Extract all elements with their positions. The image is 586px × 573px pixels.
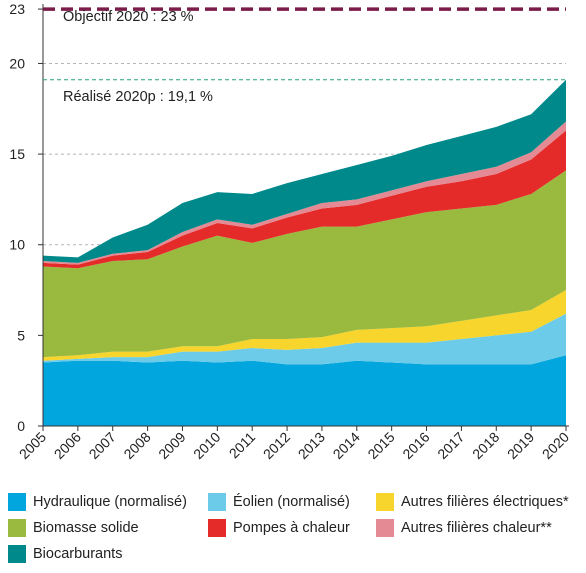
legend-item: Biomasse solide <box>8 519 139 537</box>
area-autres-fili-res-lectriques <box>43 290 566 361</box>
x-tick-label: 2020 <box>539 429 572 462</box>
x-tick-label: 2016 <box>399 429 432 462</box>
legend-label: Biomasse solide <box>33 520 139 536</box>
x-tick-label: 2013 <box>295 429 328 462</box>
x-tick-label: 2019 <box>504 429 537 462</box>
y-tick-label: 0 <box>17 418 25 434</box>
legend-item: Biocarburants <box>8 545 122 563</box>
y-tick-label: 5 <box>17 327 25 343</box>
legend-label: Éolien (normalisé) <box>233 494 350 510</box>
y-tick-label: 15 <box>9 146 25 162</box>
x-tick-label: 2018 <box>469 429 502 462</box>
legend-swatch <box>208 493 226 511</box>
area-pompes-chaleur <box>43 130 566 269</box>
legend-swatch <box>208 519 226 537</box>
x-tick-label: 2008 <box>120 429 153 462</box>
legend-label: Pompes à chaleur <box>233 520 350 536</box>
legend-item: Autres filières chaleur** <box>376 519 552 537</box>
legend-swatch <box>8 545 26 563</box>
x-tick-label: 2017 <box>434 429 467 462</box>
y-tick-label: 20 <box>9 55 25 71</box>
legend-item: Éolien (normalisé) <box>208 493 350 511</box>
x-tick-label: 2011 <box>226 429 259 462</box>
legend-item: Hydraulique (normalisé) <box>8 493 187 511</box>
area-series <box>43 79 566 426</box>
x-tick-label: 2010 <box>190 429 223 462</box>
y-tick-label: 23 <box>9 1 25 17</box>
area--olien-normalis <box>43 313 566 365</box>
x-tick-label: 2015 <box>364 429 397 462</box>
x-tick-label: 2012 <box>260 429 293 462</box>
legend-swatch <box>8 519 26 537</box>
legend-label: Autres filières électriques* <box>401 494 569 510</box>
legend-label: Biocarburants <box>33 546 123 562</box>
area-biomasse-solide <box>43 170 566 358</box>
legend-item: Autres filières électriques* <box>376 493 569 511</box>
area-hydraulique-normalis <box>43 355 566 426</box>
legend-label: Hydraulique (normalisé) <box>33 494 187 510</box>
objective-label: Objectif 2020 : 23 % <box>63 9 194 25</box>
legend-item: Pompes à chaleur <box>208 519 350 537</box>
area-biocarburants <box>43 79 566 263</box>
legend-swatch <box>376 493 394 511</box>
x-tick-label: 2007 <box>86 429 119 462</box>
x-tick-label: 2006 <box>51 429 84 462</box>
x-tick-label: 2009 <box>155 429 188 462</box>
y-tick-label: 10 <box>9 237 25 253</box>
achieved-label: Réalisé 2020p : 19,1 % <box>63 89 213 105</box>
legend-swatch <box>8 493 26 511</box>
legend-swatch <box>376 519 394 537</box>
legend-label: Autres filières chaleur** <box>401 520 552 536</box>
x-tick-label: 2014 <box>330 429 363 462</box>
reference-lines: Objectif 2020 : 23 % Réalisé 2020p : 19,1… <box>43 7 566 105</box>
